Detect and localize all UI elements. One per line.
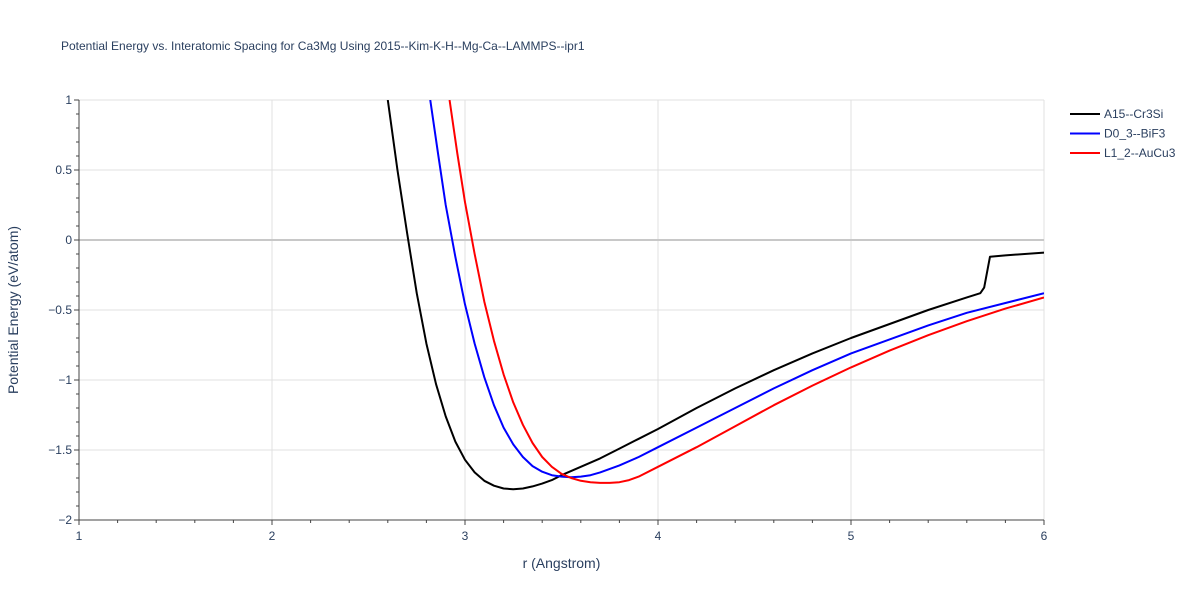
y-gridlines bbox=[79, 99, 1044, 451]
x-axis-ticks: 1 2 3 4 5 6 bbox=[76, 520, 1048, 543]
y-tick-label: −1 bbox=[58, 373, 72, 387]
series-layer bbox=[386, 100, 1044, 491]
y-tick-label: −1.5 bbox=[48, 443, 72, 457]
legend-item[interactable]: L1_2--AuCu3 bbox=[1070, 146, 1176, 160]
chart-title: Potential Energy vs. Interatomic Spacing… bbox=[61, 39, 585, 53]
x-tick-label: 6 bbox=[1041, 529, 1048, 543]
x-tick-label: 3 bbox=[462, 529, 469, 543]
legend-label: L1_2--AuCu3 bbox=[1104, 146, 1176, 160]
y-axis-title: Potential Energy (eV/atom) bbox=[5, 226, 21, 394]
x-tick-label: 4 bbox=[655, 529, 662, 543]
series-line-3 bbox=[448, 100, 1044, 484]
y-tick-label: −0.5 bbox=[48, 303, 72, 317]
y-tick-label: 0.5 bbox=[55, 163, 72, 177]
x-tick-label: 5 bbox=[848, 529, 855, 543]
x-axis-title: r (Angstrom) bbox=[523, 555, 601, 571]
series-line-2 bbox=[429, 100, 1044, 479]
series-line-1 bbox=[386, 100, 1044, 491]
y-axis-ticks: −2 −1.5 −1 −0.5 0 0.5 1 bbox=[48, 93, 79, 527]
y-tick-label: −2 bbox=[58, 513, 72, 527]
y-tick-label: 0 bbox=[65, 233, 72, 247]
axes: 1 2 3 4 5 6 −2 −1.5 −1 −0.5 0 0.5 1 bbox=[48, 93, 1047, 543]
x-tick-label: 2 bbox=[269, 529, 276, 543]
plot-area bbox=[79, 99, 1045, 520]
y-tick-label: 1 bbox=[65, 93, 72, 107]
legend-label: A15--Cr3Si bbox=[1104, 107, 1163, 121]
legend: A15--Cr3Si D0_3--BiF3 L1_2--AuCu3 bbox=[1070, 107, 1176, 160]
legend-label: D0_3--BiF3 bbox=[1104, 127, 1166, 141]
x-tick-label: 1 bbox=[76, 529, 83, 543]
legend-item[interactable]: A15--Cr3Si bbox=[1070, 107, 1163, 121]
legend-item[interactable]: D0_3--BiF3 bbox=[1070, 127, 1166, 141]
